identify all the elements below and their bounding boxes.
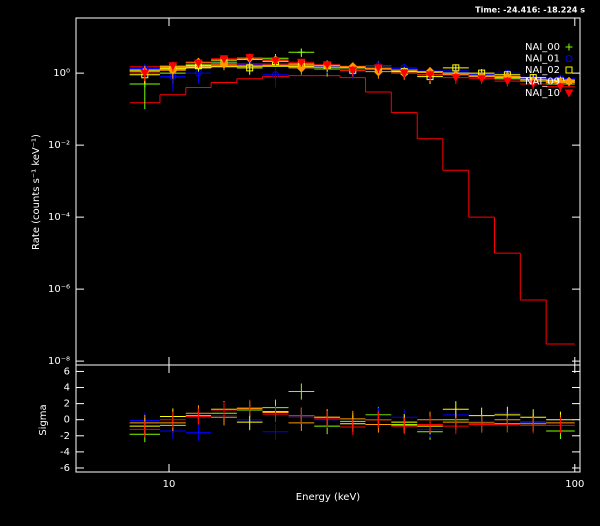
legend-marker — [565, 55, 573, 62]
marker — [528, 80, 538, 89]
marker — [219, 55, 229, 64]
y-tick-label: -2 — [60, 431, 70, 442]
chart-title: Time: -24.416: -18.224 s — [475, 6, 585, 15]
y-tick-label: 10⁻² — [48, 140, 70, 151]
y-tick-label: -6 — [60, 463, 70, 474]
marker — [219, 59, 229, 69]
marker — [246, 64, 254, 72]
legend-marker — [564, 89, 574, 98]
legend-label: NAI_09 — [525, 77, 560, 88]
y-tick-label: 10⁻⁴ — [48, 212, 70, 223]
legend-marker — [565, 43, 573, 51]
marker — [140, 69, 150, 78]
marker — [451, 74, 461, 83]
marker — [194, 59, 203, 68]
legend-label: NAI_01 — [525, 54, 560, 65]
x-axis-label: Energy (keV) — [296, 492, 361, 503]
marker — [271, 57, 280, 66]
y-axis-label: Rate (counts s⁻¹ keV⁻¹) — [31, 134, 42, 250]
y-axis-label: Sigma — [38, 404, 49, 435]
residual-frame — [75, 364, 581, 473]
marker — [556, 83, 565, 92]
y-tick-label: 2 — [64, 399, 70, 410]
y-tick-label: 10⁰ — [53, 68, 70, 79]
legend-label: NAI_02 — [525, 65, 560, 76]
x-tick-label: 100 — [565, 479, 584, 490]
marker — [322, 61, 332, 70]
y-tick-label: 10⁻⁶ — [48, 284, 70, 295]
legend-label: NAI_00 — [525, 42, 560, 53]
marker — [271, 71, 279, 79]
marker — [296, 63, 307, 73]
y-tick-label: 6 — [64, 366, 70, 377]
y-tick-label: 4 — [64, 383, 70, 394]
y-tick-label: 10⁻⁸ — [48, 356, 70, 367]
legend-label: NAI_10 — [525, 88, 560, 99]
marker — [348, 66, 358, 75]
y-tick-label: -4 — [60, 447, 70, 458]
legend-marker — [565, 66, 573, 74]
x-tick-label: 10 — [163, 479, 176, 490]
marker — [168, 62, 178, 71]
marker — [297, 58, 306, 67]
marker — [477, 75, 486, 84]
marker — [245, 54, 255, 63]
plot-area — [129, 383, 575, 443]
plot-area — [129, 48, 575, 345]
marker — [503, 77, 512, 86]
marker — [399, 69, 409, 78]
marker — [425, 71, 435, 80]
marker — [297, 48, 305, 56]
y-tick-label: 0 — [64, 415, 70, 426]
marker — [374, 64, 383, 73]
legend-marker — [564, 76, 574, 87]
